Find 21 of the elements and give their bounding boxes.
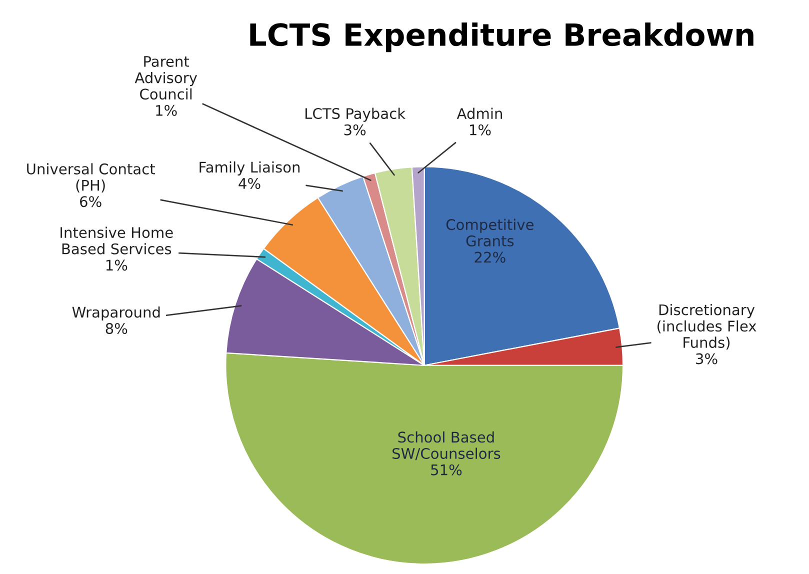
slice-label: Intensive Home Based Services [60, 226, 173, 254]
data-label: 4% [238, 178, 260, 190]
data-label: 3% [344, 124, 366, 136]
data-label: 22% [474, 252, 506, 263]
slice-label: LCTS Payback [306, 108, 406, 122]
slice-label: Wraparound [72, 306, 160, 321]
slice-label: Family Liaison [200, 161, 300, 176]
data-label: 51% [431, 464, 462, 476]
slice-label: School Based SW/Counselors [392, 431, 500, 460]
slice-label: Parent Advisory Council [134, 56, 198, 100]
chart-title: LCTS Expenditure Breakdown [250, 22, 754, 52]
slice-label: Competitive Grants [446, 218, 534, 246]
data-label: 1% [470, 124, 491, 136]
data-label: 1% [156, 104, 177, 116]
slice-label: Admin [456, 108, 502, 120]
slice-label: Universal Contact (PH) [27, 163, 155, 192]
data-label: 1% [106, 260, 128, 271]
data-label: 3% [696, 353, 718, 364]
slice-label: Discretionary (includes Flex Funds) [657, 304, 756, 350]
data-label: 8% [106, 323, 128, 334]
data-label: 6% [80, 196, 102, 208]
